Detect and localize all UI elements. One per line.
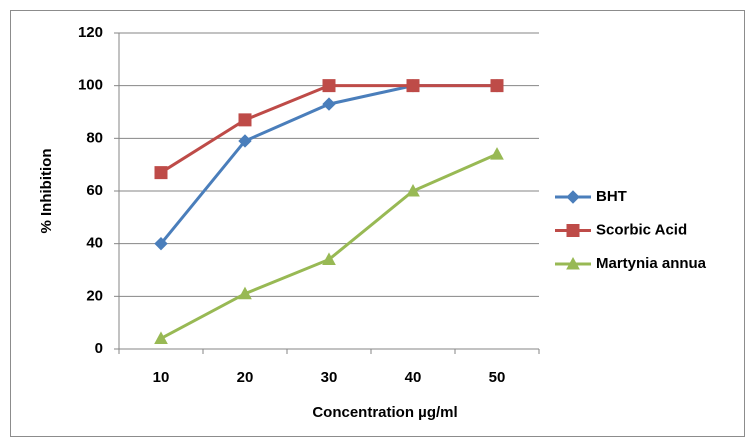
data-point: [238, 286, 252, 300]
y-tick-label: 80: [86, 129, 103, 146]
data-point: [490, 147, 504, 160]
legend-label: Scorbic Acid: [596, 221, 687, 238]
data-point: [154, 166, 168, 180]
y-tick-label: 0: [95, 340, 103, 357]
data-point: [154, 236, 168, 251]
data-point: [490, 79, 504, 93]
x-tick-label: 30: [321, 369, 338, 386]
y-axis-title: % Inhibition: [38, 149, 55, 234]
data-point: [322, 252, 336, 265]
legend-marker: [566, 224, 580, 237]
data-point: [406, 79, 420, 93]
data-point: [238, 113, 252, 127]
data-point: [322, 79, 336, 93]
data-point: [406, 183, 420, 197]
x-tick-label: 50: [489, 369, 506, 386]
legend-marker: [566, 256, 580, 270]
data-point: [322, 97, 336, 111]
y-tick-label: 40: [86, 235, 103, 252]
y-tick-label: 120: [78, 24, 103, 41]
chart-frame: [10, 10, 745, 437]
x-tick-label: 40: [405, 369, 422, 386]
legend-label: Martynia annua: [596, 255, 707, 272]
y-tick-label: 60: [86, 182, 103, 199]
x-tick-label: 10: [153, 369, 170, 386]
data-point: [238, 134, 252, 148]
x-axis-title: Concentration µg/ml: [312, 404, 457, 421]
y-tick-label: 100: [78, 77, 103, 94]
legend-marker: [566, 190, 580, 204]
x-tick-label: 20: [237, 369, 254, 386]
y-tick-label: 20: [86, 287, 103, 304]
legend-label: BHT: [596, 188, 627, 205]
data-point: [154, 331, 168, 344]
